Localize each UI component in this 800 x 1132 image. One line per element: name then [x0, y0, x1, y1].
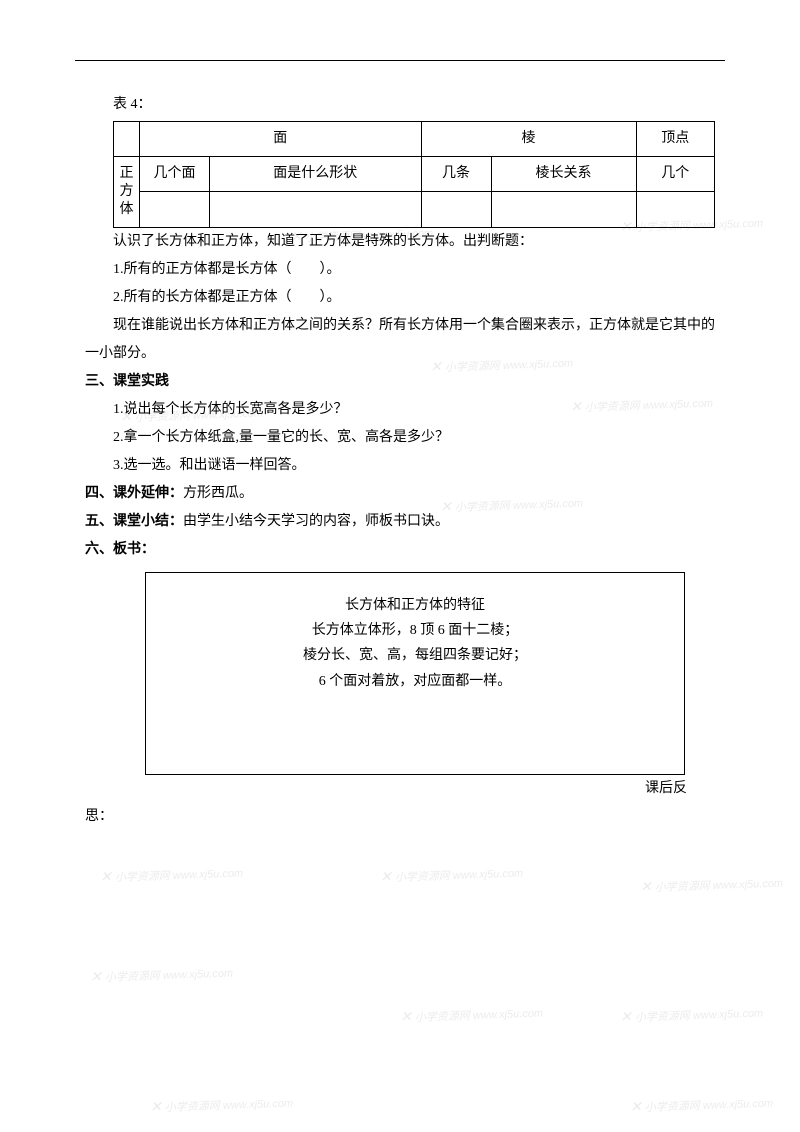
question-2: 2.所有的长方体都是正方体（ ）。: [85, 284, 715, 312]
section-5: 五、课堂小结：由学生小结今天学习的内容，师板书口诀。: [85, 508, 715, 536]
section-5-heading: 五、课堂小结：: [85, 514, 183, 529]
header-rule: [75, 60, 725, 61]
question-1: 1.所有的正方体都是长方体（ ）。: [85, 256, 715, 284]
section-5-text: 由学生小结今天学习的内容，师板书口诀。: [183, 514, 449, 529]
table-header-vertex: 顶点: [636, 122, 714, 157]
section-4: 四、课外延伸：方形西瓜。: [85, 480, 715, 508]
section-3-title: 三、课堂实践: [85, 368, 715, 396]
watermark: 小学资源网 www.xj5u.com: [150, 1088, 294, 1121]
footer-left: 思：: [85, 803, 715, 831]
table-label: 表 4：: [85, 91, 715, 119]
table-sub-c5: 几个: [636, 157, 714, 192]
footer-right: 课后反: [85, 775, 715, 803]
table-cell: [210, 192, 422, 228]
watermark: 小学资源网 www.xj5u.com: [620, 998, 764, 1031]
box-line-3: 棱分长、宽、高，每组四条要记好；: [166, 643, 664, 668]
watermark: 小学资源网 www.xj5u.com: [90, 958, 234, 991]
watermark: 小学资源网 www.xj5u.com: [630, 1088, 774, 1121]
table-header-face: 面: [140, 122, 422, 157]
section-6-heading: 六、板书：: [85, 542, 155, 557]
table-wrapper: 面 棱 顶点 正方体 几个面 面是什么形状 几条 棱长关系 几个: [85, 121, 715, 228]
section-3-heading: 三、课堂实践: [85, 374, 169, 389]
table-header-row: 面 棱 顶点: [114, 122, 715, 157]
table-data-row: [114, 192, 715, 228]
table-corner-cell: [114, 122, 140, 157]
section-6: 六、板书：: [85, 536, 715, 564]
table-subheader-row: 正方体 几个面 面是什么形状 几条 棱长关系 几个: [114, 157, 715, 192]
table-cell: [140, 192, 210, 228]
table-row-label: 正方体: [114, 157, 140, 228]
table-header-edge: 棱: [421, 122, 636, 157]
section-4-text: 方形西瓜。: [183, 486, 253, 501]
paragraph-intro: 认识了长方体和正方体，知道了正方体是特殊的长方体。出判断题：: [85, 228, 715, 256]
summary-box: 长方体和正方体的特征 长方体立体形，8 顶 6 面十二棱； 棱分长、宽、高，每组…: [145, 572, 685, 775]
paragraph-relation: 现在谁能说出长方体和正方体之间的关系？所有长方体用一个集合圈来表示，正方体就是它…: [85, 312, 715, 368]
table-cell: [421, 192, 491, 228]
table-cell: [491, 192, 636, 228]
watermark: 小学资源网 www.xj5u.com: [100, 858, 244, 891]
table-sub-c3: 几条: [421, 157, 491, 192]
section-3-item-2: 2.拿一个长方体纸盒,量一量它的长、宽、高各是多少？: [85, 424, 715, 452]
table-sub-c1: 几个面: [140, 157, 210, 192]
section-4-heading: 四、课外延伸：: [85, 486, 183, 501]
box-line-2: 长方体立体形，8 顶 6 面十二棱；: [166, 618, 664, 643]
box-line-4: 6 个面对着放，对应面都一样。: [166, 669, 664, 694]
table-sub-c2: 面是什么形状: [210, 157, 422, 192]
properties-table: 面 棱 顶点 正方体 几个面 面是什么形状 几条 棱长关系 几个: [113, 121, 715, 228]
section-3-item-1: 1.说出每个长方体的长宽高各是多少？: [85, 396, 715, 424]
table-sub-c4: 棱长关系: [491, 157, 636, 192]
watermark: 小学资源网 www.xj5u.com: [400, 998, 544, 1031]
watermark: 小学资源网 www.xj5u.com: [640, 868, 784, 901]
section-3-item-3: 3.选一选。和出谜语一样回答。: [85, 452, 715, 480]
box-line-1: 长方体和正方体的特征: [166, 593, 664, 618]
watermark: 小学资源网 www.xj5u.com: [380, 858, 524, 891]
table-cell: [636, 192, 714, 228]
